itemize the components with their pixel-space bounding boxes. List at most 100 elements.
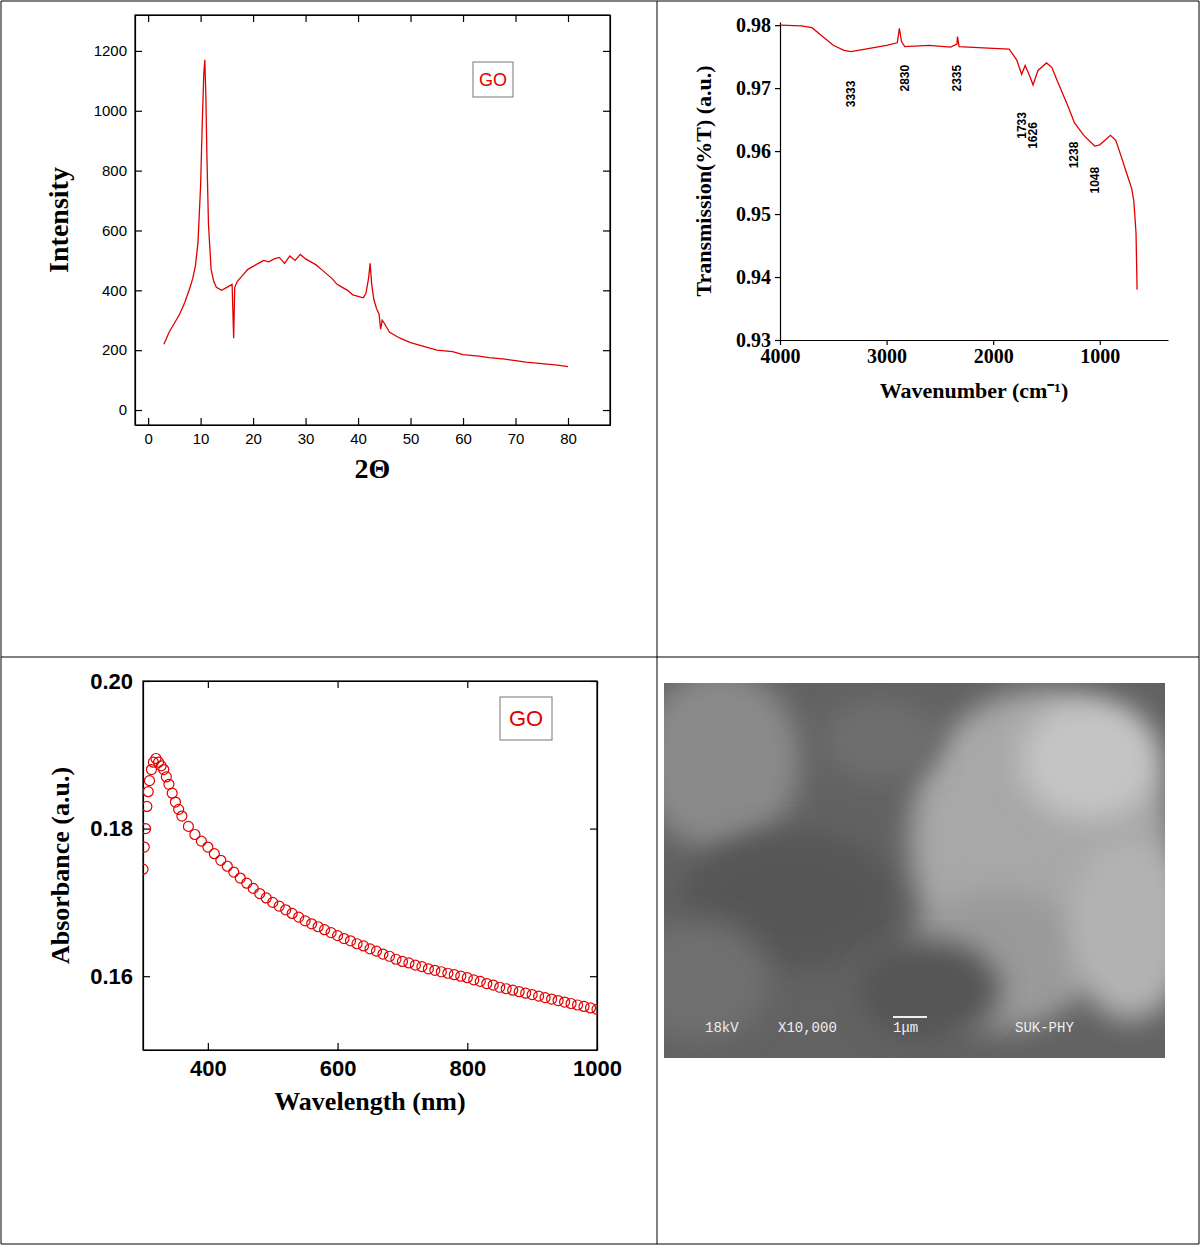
y-tick-label: 0.20 [90, 669, 133, 694]
y-tick-mark [775, 214, 780, 215]
y-axis-title: Intensity [43, 167, 74, 273]
x-tick-mark [410, 15, 411, 22]
cell-border [1, 1244, 1199, 1245]
data-point [449, 970, 459, 980]
sem-texture [1020, 700, 1160, 820]
y-axis-line [780, 23, 781, 341]
x-tick: 10 [193, 418, 210, 447]
y-tick-mark [135, 350, 142, 351]
x-tick-label: 400 [190, 1056, 227, 1081]
y-tick: 200 [102, 341, 142, 358]
y-tick [603, 290, 610, 291]
y-tick-label: 0.16 [90, 964, 133, 989]
y-tick: 0.93 [736, 329, 780, 351]
data-point [320, 925, 330, 935]
sem-caption: 18kV [705, 1020, 739, 1036]
x-tick [201, 15, 202, 22]
x-axis-line [144, 681, 598, 682]
y-tick [603, 111, 610, 112]
data-point [501, 984, 511, 994]
data-point [248, 883, 258, 893]
x-tick-label: 50 [403, 430, 420, 447]
x-tick: 60 [455, 418, 472, 447]
sem-texture [664, 683, 800, 850]
y-axis: 0.160.180.20 [90, 669, 150, 1051]
x-axis [144, 681, 598, 688]
x-axis: 4006008001000 [144, 1043, 622, 1081]
x-tick [358, 15, 359, 22]
sem-image: 18kVX10,0001μmSUK-PHY [630, 670, 1190, 1058]
x-tick [306, 15, 307, 22]
data-point [339, 934, 349, 944]
x-tick: 400 [190, 1043, 227, 1081]
data-point [222, 861, 232, 871]
data-point [508, 985, 518, 995]
data-point [573, 1000, 583, 1010]
sem-texture [664, 920, 770, 1040]
x-tick [253, 15, 254, 22]
x-tick-mark [305, 418, 306, 425]
plot-area [164, 60, 568, 367]
x-tick-mark [201, 418, 202, 425]
data-point [143, 801, 152, 811]
y-axis-title: Transmission(%T) (a.u.) [691, 65, 716, 296]
y-axis: 0.930.940.950.960.970.98 [736, 14, 781, 351]
y-axis-title: Absorbance (a.u.) [46, 767, 75, 964]
y-tick: 0.98 [736, 14, 780, 36]
x-tick [338, 681, 339, 688]
y-tick-label: 0.98 [736, 14, 771, 36]
plot-area [780, 25, 1137, 289]
data-point [196, 836, 206, 846]
plot-frame [143, 681, 597, 1050]
y-tick [590, 829, 597, 830]
y-tick-label: 400 [102, 282, 127, 299]
data-point [456, 971, 466, 981]
y-tick-mark [775, 25, 780, 26]
y-tick-mark [143, 828, 150, 829]
plot-area [143, 753, 597, 1014]
data-point [352, 939, 362, 949]
y-tick-mark [603, 350, 610, 351]
scale-bar [893, 1016, 927, 1018]
x-axis: 4000300020001000 [761, 340, 1169, 367]
x-tick-mark [337, 1043, 338, 1050]
y-tick-mark [135, 230, 142, 231]
x-tick-mark [467, 1043, 468, 1050]
data-point [300, 916, 310, 926]
y-tick-mark [775, 88, 780, 89]
x-tick: 3000 [867, 340, 907, 367]
data-point [423, 964, 433, 974]
x-tick: 0 [144, 418, 152, 447]
y-tick: 0.20 [90, 669, 150, 694]
peak-label: 1626 [1026, 122, 1040, 149]
data-point [235, 873, 245, 883]
cell-border [657, 1, 658, 1244]
data-point [579, 1001, 589, 1011]
x-tick-mark [358, 15, 359, 22]
x-tick-label: 0 [144, 430, 152, 447]
data-point [514, 987, 524, 997]
x-tick-label: 10 [193, 430, 210, 447]
y-axis-line [143, 682, 144, 1051]
y-tick-mark [603, 410, 610, 411]
x-tick [208, 681, 209, 688]
cell-border [1, 657, 1199, 658]
legend: GO [473, 62, 513, 97]
y-tick [603, 410, 610, 411]
data-point [190, 830, 200, 840]
x-axis-title: Wavelength (nm) [274, 1087, 465, 1116]
data-line [164, 60, 568, 367]
cell-border [1, 1, 2, 1244]
data-point [143, 864, 148, 874]
peak-label: 2335 [950, 65, 964, 92]
y-tick-mark [603, 230, 610, 231]
x-tick-label: 1000 [573, 1056, 622, 1081]
x-tick-label: 800 [449, 1056, 486, 1081]
x-tick-mark [208, 681, 209, 688]
x-tick-mark [253, 418, 254, 425]
x-tick-label: 20 [245, 430, 262, 447]
data-point [547, 994, 557, 1004]
data-point [359, 941, 369, 951]
y-tick-mark [603, 290, 610, 291]
x-tick-mark [410, 418, 411, 425]
